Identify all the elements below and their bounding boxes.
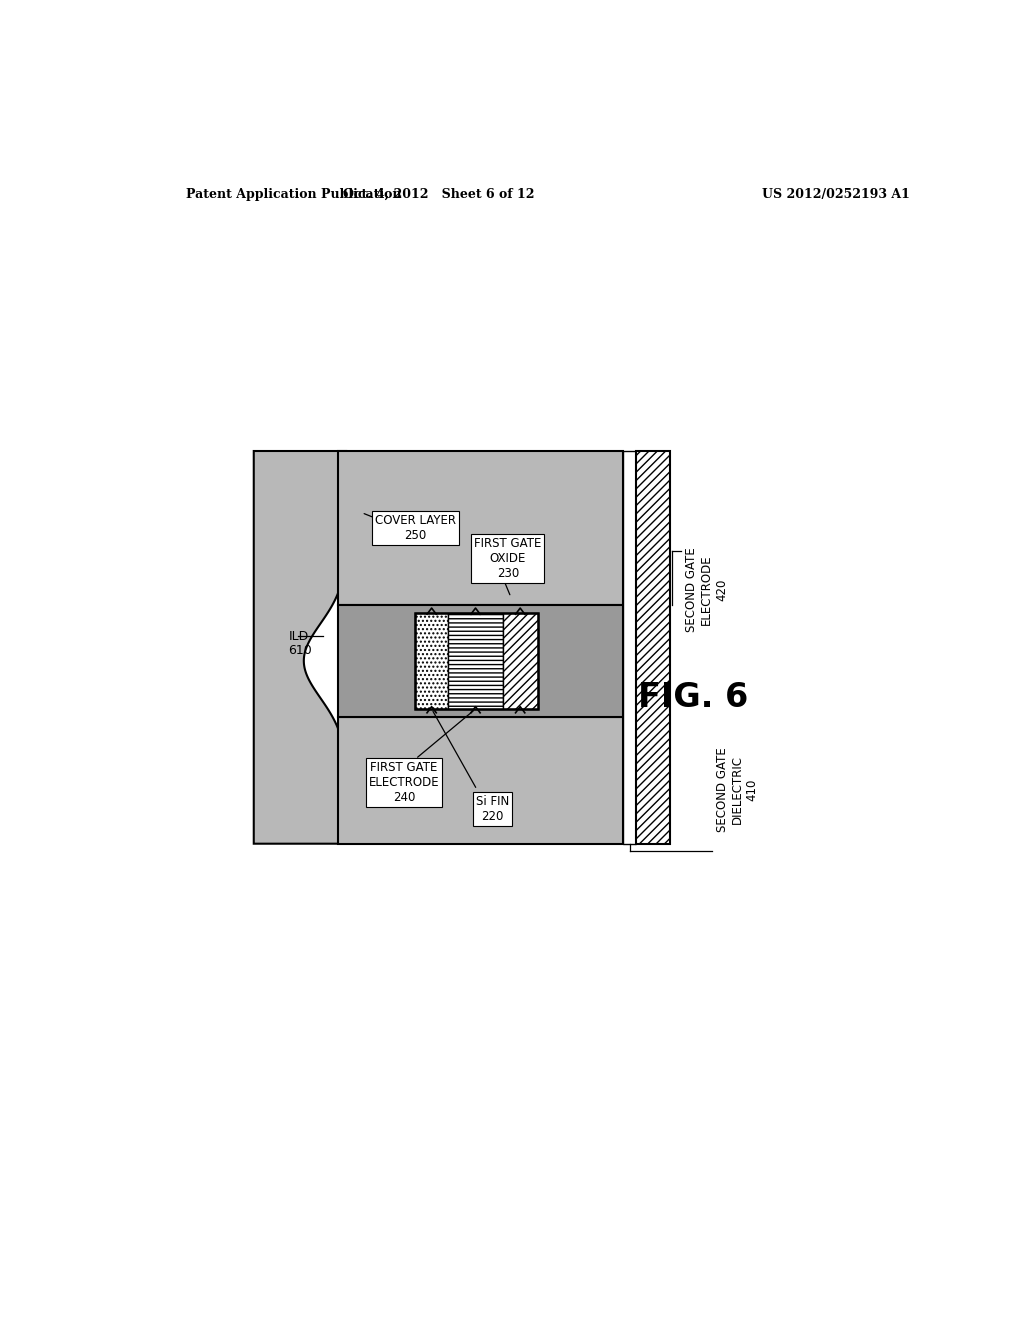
Text: Patent Application Publication: Patent Application Publication (186, 187, 401, 201)
Text: SECOND GATE
DIELECTRIC
410: SECOND GATE DIELECTRIC 410 (716, 747, 759, 832)
Text: FIRST GATE
ELECTRODE
240: FIRST GATE ELECTRODE 240 (369, 760, 439, 804)
Text: FIG. 6: FIG. 6 (638, 681, 748, 714)
Text: FIRST GATE
OXIDE
230: FIRST GATE OXIDE 230 (474, 537, 542, 581)
Bar (416, 612, 447, 709)
Text: COVER LAYER
250: COVER LAYER 250 (375, 513, 456, 543)
Text: SECOND GATE
ELECTRODE
420: SECOND GATE ELECTRODE 420 (685, 548, 728, 632)
Bar (624, 451, 637, 843)
Bar (416, 612, 538, 709)
Bar (339, 717, 624, 843)
Text: Oct. 4, 2012   Sheet 6 of 12: Oct. 4, 2012 Sheet 6 of 12 (343, 187, 535, 201)
Text: US 2012/0252193 A1: US 2012/0252193 A1 (762, 187, 910, 201)
Bar (503, 612, 538, 709)
Bar (447, 612, 503, 709)
Text: Si FIN
220: Si FIN 220 (476, 795, 509, 824)
Bar (637, 451, 670, 843)
Polygon shape (254, 451, 346, 843)
Bar (339, 451, 624, 605)
Bar (339, 605, 624, 717)
Text: ILD
610: ILD 610 (289, 630, 312, 657)
